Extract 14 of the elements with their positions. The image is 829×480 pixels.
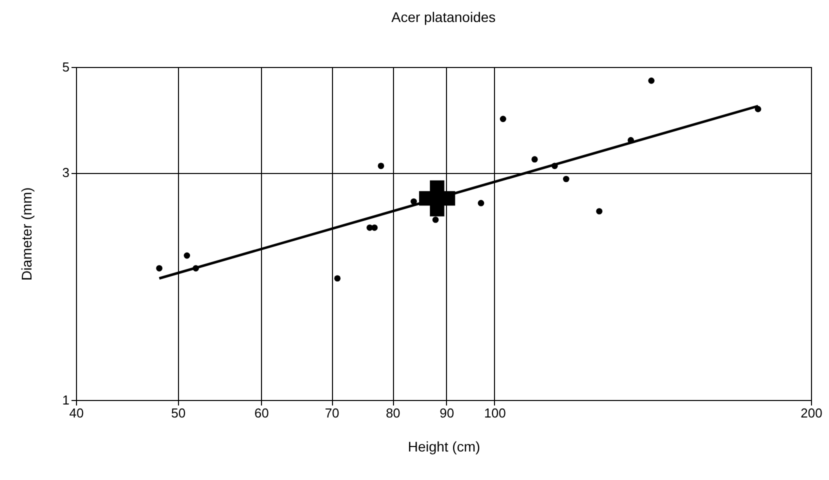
x-tick-label: 40	[69, 406, 84, 420]
x-tick-label: 100	[484, 406, 506, 420]
x-tick-label: 50	[171, 406, 186, 420]
x-tick-label: 80	[386, 406, 400, 420]
x-tick-label: 60	[254, 406, 269, 420]
y-tick-label: 3	[62, 165, 70, 180]
y-tick-label: 1	[62, 392, 70, 408]
chart-title: Acer platanoides	[391, 9, 496, 25]
x-tick-label: 90	[440, 406, 454, 420]
y-tick-label: 5	[62, 60, 70, 74]
x-tick-label: 200	[800, 406, 822, 420]
x-axis-title: Height (cm)	[408, 438, 480, 454]
y-axis-title: Diameter (mm)	[18, 187, 34, 281]
x-tick-label: 70	[324, 406, 340, 420]
